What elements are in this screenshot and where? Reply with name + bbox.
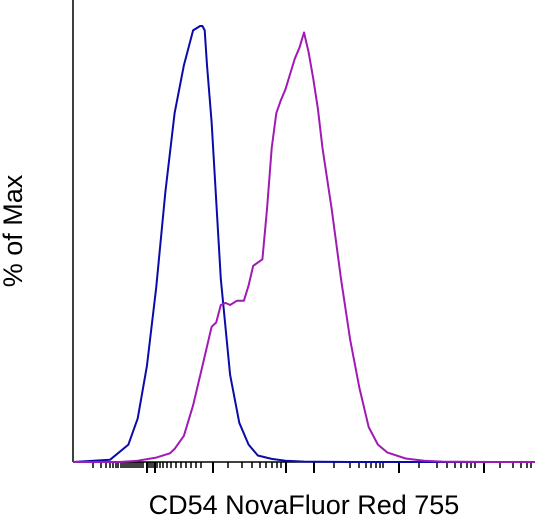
x-axis-ticks bbox=[92, 462, 532, 473]
series-line-2 bbox=[73, 31, 535, 463]
series-layer bbox=[72, 25, 535, 463]
series-line-1 bbox=[72, 25, 535, 463]
x-axis-label: CD54 NovaFluor Red 755 bbox=[149, 490, 460, 520]
y-axis-label: % of Max bbox=[0, 174, 28, 287]
plot-area bbox=[72, 0, 535, 473]
